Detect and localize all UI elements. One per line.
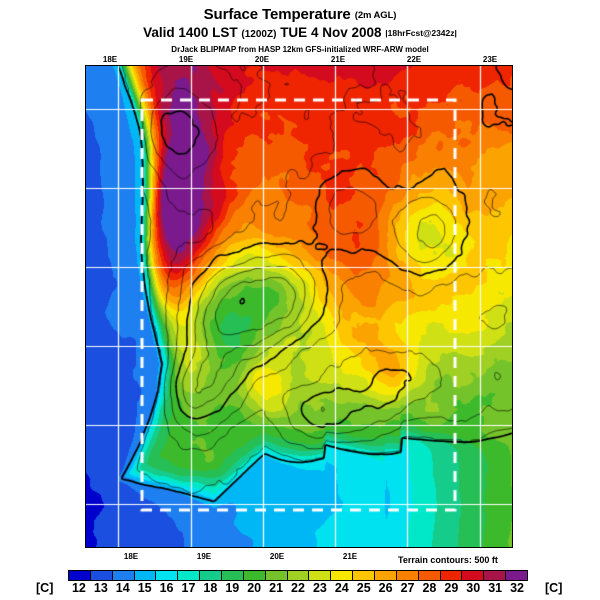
- colorbar-tick: 15: [137, 581, 152, 595]
- page-title-text: Surface Temperature: [203, 6, 351, 23]
- colorbar-tick: 13: [93, 581, 108, 595]
- colorbar-tick: 12: [71, 581, 86, 595]
- colorbar-swatch: [396, 571, 419, 580]
- colorbar-swatch: [243, 571, 266, 580]
- lon-tick-top-2: 20E: [254, 55, 270, 64]
- colorbar-swatch: [69, 571, 91, 580]
- lon-tick-top-3: 21E: [330, 55, 346, 64]
- lon-tick-bottom-1: 19E: [196, 552, 212, 561]
- unit-label-right: [C]: [545, 581, 563, 595]
- colorbar-swatch: [156, 571, 179, 580]
- valid-zulu-time: (1200Z): [241, 29, 277, 40]
- unit-label-left: [C]: [36, 581, 54, 595]
- page-title-level: (2m AGL): [354, 10, 397, 21]
- lon-tick-bottom-2: 20E: [269, 552, 285, 561]
- colorbar-tick: 32: [510, 581, 524, 595]
- forecast-stamp: |18hrFcst@2342z|: [385, 28, 457, 38]
- colorbar-tick: 20: [247, 581, 262, 595]
- colorbar-tick: 23: [312, 581, 327, 595]
- colorbar-swatch: [506, 571, 528, 580]
- colorbar-swatch: [287, 571, 310, 580]
- valid-date: TUE 4 Nov 2008: [280, 25, 382, 40]
- lon-tick-bottom-3: 21E: [342, 552, 358, 561]
- colorbar-tick: 22: [291, 581, 305, 595]
- colorbar-swatch: [375, 571, 397, 580]
- title-block: Surface Temperature (2m AGL) Valid 1400 …: [0, 6, 600, 55]
- colorbar-swatch: [265, 571, 288, 580]
- page-title: Surface Temperature (2m AGL): [0, 6, 600, 24]
- lon-tick-top-5: 23E: [482, 55, 498, 64]
- model-line: DrJack BLIPMAP from HASP 12km GFS-initia…: [171, 45, 429, 54]
- lon-tick-top-1: 19E: [178, 55, 194, 64]
- colorbar-tick: 26: [378, 581, 393, 595]
- colorbar-swatch: [331, 571, 354, 580]
- colorbar-tick: 21: [269, 581, 284, 595]
- temperature-field-canvas: [86, 66, 512, 547]
- colorbar-row: [C] 12 13 14 15 16 17 18 19 20 21 22 23 24 25 26 27 28 29…: [0, 570, 600, 596]
- colorbar-swatch: [418, 571, 441, 580]
- colorbar-tick: 28: [422, 581, 437, 595]
- lon-tick-top-0: 18E: [102, 55, 118, 64]
- colorbar-swatch: [112, 571, 135, 580]
- colorbar-tick-labels: 12 13 14 15 16 17 18 19 20 21 22 23 24 25 26 27 28 29 30 31…: [68, 581, 528, 596]
- colorbar-swatch: [200, 571, 223, 580]
- colorbar-tick: 30: [466, 581, 481, 595]
- colorbar-tick: 14: [115, 581, 130, 595]
- colorbar-tick: 16: [159, 581, 174, 595]
- lon-tick-top-4: 22E: [406, 55, 422, 64]
- colorbar-swatch: [484, 571, 507, 580]
- colorbar-swatch: [222, 571, 244, 580]
- colorbar-swatch: [178, 571, 201, 580]
- colorbar-swatch: [462, 571, 485, 580]
- valid-local-time: Valid 1400 LST: [143, 25, 238, 40]
- temperature-colorbar: [68, 570, 528, 581]
- valid-time-line: Valid 1400 LST (1200Z) TUE 4 Nov 2008 |1…: [0, 25, 600, 43]
- colorbar-tick: 24: [334, 581, 349, 595]
- colorbar-tick: 25: [356, 581, 371, 595]
- colorbar-tick: 31: [488, 581, 503, 595]
- colorbar-tick: 27: [400, 581, 415, 595]
- colorbar-tick: 17: [181, 581, 196, 595]
- colorbar-swatch: [90, 571, 113, 580]
- colorbar-swatch: [440, 571, 463, 580]
- colorbar-swatch: [134, 571, 157, 580]
- colorbar-tick: 29: [444, 581, 459, 595]
- colorbar-swatch: [309, 571, 332, 580]
- colorbar-tick: 18: [203, 581, 218, 595]
- terrain-contour-note: Terrain contours: 500 ft: [398, 555, 498, 565]
- colorbar-tick: 19: [225, 581, 240, 595]
- temperature-map[interactable]: [85, 65, 513, 548]
- colorbar-swatch: [353, 571, 376, 580]
- lon-tick-bottom-0: 18E: [123, 552, 139, 561]
